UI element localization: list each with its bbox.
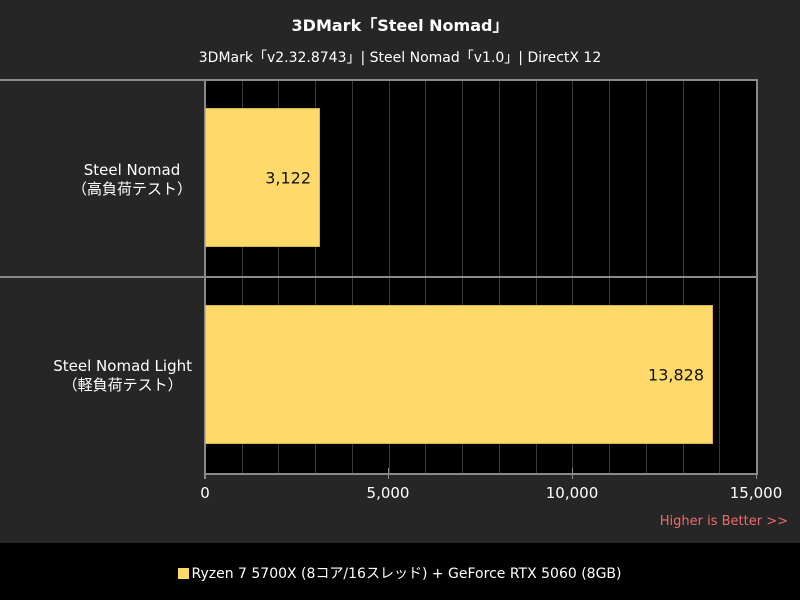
bar-value-label: 13,828 bbox=[648, 365, 704, 384]
bar-steel-nomad: 3,122 bbox=[205, 108, 320, 247]
x-tick bbox=[205, 468, 206, 479]
legend-swatch-icon bbox=[178, 568, 190, 579]
x-tick bbox=[388, 468, 389, 479]
category-label-steel-nomad-light: Steel Nomad Light （軽負荷テスト） bbox=[53, 357, 192, 395]
legend: Ryzen 7 5700X (8コア/16スレッド) + GeForce RTX… bbox=[0, 563, 800, 583]
category-subname: （高負荷テスト） bbox=[71, 180, 192, 198]
legend-label: Ryzen 7 5700X (8コア/16スレッド) + GeForce RTX… bbox=[191, 566, 622, 582]
x-tick-label: 0 bbox=[200, 484, 210, 502]
x-tick-label: 5,000 bbox=[366, 484, 410, 502]
right-border bbox=[756, 79, 758, 475]
category-name: Steel Nomad Light bbox=[53, 357, 192, 375]
higher-is-better-note: Higher is Better >> bbox=[659, 514, 788, 529]
x-tick bbox=[756, 468, 757, 479]
category-name: Steel Nomad bbox=[83, 161, 181, 179]
chart-subtitle: 3DMark「v2.32.8743」| Steel Nomad「v1.0」| D… bbox=[198, 50, 602, 66]
x-tick-label: 10,000 bbox=[545, 484, 599, 502]
chart-panel: 3DMark「Steel Nomad」 3DMark「v2.32.8743」| … bbox=[0, 0, 800, 543]
x-tick bbox=[572, 468, 573, 479]
category-subname: （軽負荷テスト） bbox=[62, 376, 183, 394]
x-tick-label: 15,000 bbox=[729, 484, 783, 502]
x-axis-line bbox=[204, 473, 758, 475]
top-border bbox=[0, 79, 756, 81]
category-separator bbox=[0, 276, 756, 278]
bar-value-label: 3,122 bbox=[265, 168, 311, 187]
chart-title: 3DMark「Steel Nomad」 bbox=[291, 16, 509, 35]
category-label-steel-nomad: Steel Nomad （高負荷テスト） bbox=[72, 161, 192, 199]
bar-steel-nomad-light: 13,828 bbox=[205, 305, 713, 444]
y-axis-line bbox=[204, 79, 206, 479]
